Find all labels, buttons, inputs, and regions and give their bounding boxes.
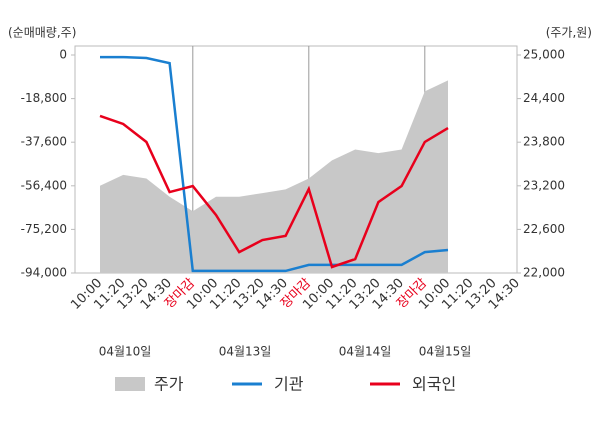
legend-label: 기관 — [274, 375, 304, 394]
series-line — [100, 55, 449, 273]
legend-label: 주가 — [154, 375, 184, 394]
y2-axis-label: (주가,원) — [546, 26, 592, 40]
y-tick-label: -18,800 — [21, 91, 67, 105]
y2-tick-label: 23,800 — [523, 135, 565, 149]
legend-label: 외국인 — [412, 375, 456, 394]
y2-tick-label: 22,000 — [523, 266, 565, 280]
y2-tick-label: 24,400 — [523, 91, 565, 105]
price-area — [100, 80, 448, 273]
y-tick-label: 0 — [59, 48, 67, 62]
y-tick-label: -94,000 — [21, 266, 67, 280]
y-tick-label: -75,200 — [21, 222, 67, 236]
y-tick-label: -56,400 — [21, 178, 67, 192]
date-label: 04월14일 — [339, 345, 392, 359]
legend-swatch — [115, 377, 145, 391]
date-label: 04월10일 — [99, 345, 152, 359]
y-axis-label: (순매매량,주) — [8, 26, 76, 40]
y-tick-label: -37,600 — [21, 135, 67, 149]
y2-tick-label: 22,600 — [523, 222, 565, 236]
y2-tick-label: 23,200 — [523, 178, 565, 192]
date-label: 04월13일 — [219, 345, 272, 359]
series-line — [99, 114, 449, 269]
date-label: 04월15일 — [419, 345, 472, 359]
y2-tick-label: 25,000 — [523, 48, 565, 62]
